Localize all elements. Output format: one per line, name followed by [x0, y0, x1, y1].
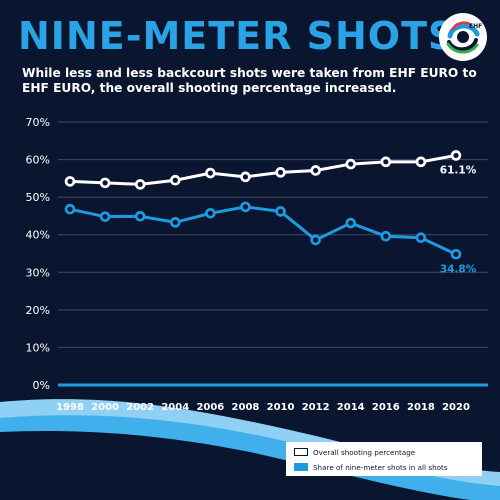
x-tick-label: 2018	[407, 402, 435, 413]
x-tick-label: 2010	[267, 402, 295, 413]
y-tick-label: 30%	[26, 266, 50, 279]
data-point-overall-center	[418, 159, 424, 165]
data-point-nine-meter-center	[277, 208, 284, 215]
data-point-nine-meter-center	[383, 233, 389, 239]
svg-text:EHF: EHF	[469, 23, 482, 30]
chart-subtitle: While less and less backcourt shots were…	[22, 66, 477, 95]
data-point-overall-center	[102, 180, 108, 186]
x-tick-label: 2004	[161, 402, 189, 413]
series-line-overall	[69, 153, 457, 186]
x-tick-label: 2012	[302, 402, 330, 413]
data-point-overall-center	[277, 169, 284, 175]
legend-swatch-nine-meter	[294, 463, 308, 471]
legend-label-overall: Overall shooting percentage	[313, 447, 416, 457]
data-point-nine-meter-center	[67, 206, 73, 212]
legend-label-nine-meter: Share of nine-meter shots in all shots	[313, 462, 448, 472]
legend-item-overall: Overall shooting percentage	[294, 445, 415, 459]
y-tick-label: 0%	[33, 379, 50, 392]
data-point-nine-meter-center	[207, 210, 213, 216]
data-point-overall-center	[383, 159, 389, 165]
x-tick-label: 2020	[442, 402, 470, 413]
x-tick-label: 2002	[126, 402, 154, 413]
data-point-overall-center	[453, 152, 459, 159]
x-tick-label: 2008	[232, 402, 260, 413]
data-point-nine-meter-center	[313, 237, 319, 243]
x-tick-label: 2016	[372, 402, 400, 413]
chart-title: NINE-METER SHOTS	[18, 14, 457, 58]
y-tick-label: 50%	[26, 191, 50, 204]
data-point-nine-meter-center	[418, 235, 424, 241]
y-tick-label: 60%	[26, 154, 50, 167]
legend-item-nine-meter: Share of nine-meter shots in all shots	[294, 460, 448, 474]
y-tick-label: 70%	[26, 116, 50, 129]
data-point-overall-center	[172, 177, 178, 183]
data-point-nine-meter-center	[102, 214, 108, 220]
x-tick-label: 2014	[337, 402, 365, 413]
y-tick-label: 10%	[26, 341, 50, 354]
series-line-nine-meter	[69, 205, 457, 256]
data-point-overall-center	[137, 181, 143, 187]
end-label-nine-meter: 34.8%	[440, 263, 477, 275]
x-tick-label: 2006	[196, 402, 224, 413]
end-label-overall: 61.1%	[440, 164, 477, 176]
y-tick-label: 20%	[26, 304, 50, 317]
x-tick-label: 2000	[91, 402, 119, 413]
chart-legend: Overall shooting percentage Share of nin…	[286, 442, 482, 476]
data-point-nine-meter-center	[172, 219, 178, 225]
data-point-overall-center	[348, 161, 354, 167]
x-tick-label: 1998	[56, 402, 84, 413]
wave-decoration-dark	[0, 430, 470, 500]
y-tick-label: 40%	[26, 229, 50, 242]
data-point-nine-meter-center	[348, 220, 354, 226]
data-point-overall-center	[67, 178, 73, 184]
legend-swatch-overall	[294, 448, 308, 456]
data-point-overall-center	[207, 170, 213, 176]
data-point-nine-meter-center	[242, 204, 249, 210]
data-point-nine-meter-center	[137, 213, 143, 219]
data-point-overall-center	[313, 167, 319, 174]
data-point-overall-center	[242, 174, 249, 180]
ehf-euro-logo-icon: EHF	[439, 13, 487, 61]
data-point-nine-meter-center	[453, 251, 459, 257]
